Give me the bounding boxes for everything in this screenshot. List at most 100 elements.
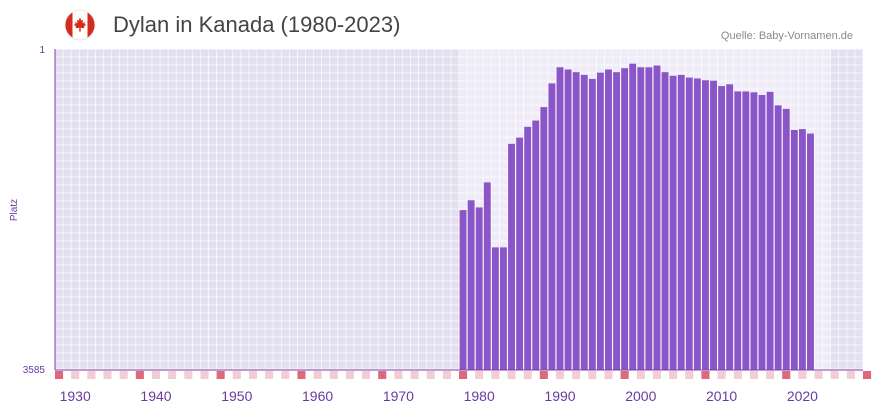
marker-minor-2014 [749, 371, 758, 379]
marker-major-1958 [297, 371, 306, 379]
x-tick-label-1950: 1950 [221, 388, 252, 404]
marker-minor-2026 [846, 371, 855, 379]
marker-minor-2016 [766, 371, 775, 379]
marker-minor-2024 [830, 371, 839, 379]
bar-2016 [766, 91, 774, 371]
marker-minor-1950 [232, 371, 241, 379]
marker-minor-1990 [555, 371, 565, 379]
x-tick-label-1930: 1930 [60, 388, 91, 404]
bar-2021 [807, 133, 814, 370]
x-tick-label-2010: 2010 [706, 388, 737, 404]
marker-minor-1996 [604, 371, 613, 379]
bar-2018 [782, 108, 790, 370]
bar-1990 [556, 67, 564, 370]
marker-major-2018 [782, 371, 791, 379]
marker-minor-1952 [248, 371, 257, 379]
bar-1992 [572, 72, 580, 370]
bar-2014 [750, 92, 758, 370]
bar-1986 [524, 126, 532, 370]
y-tick-label-top: 1 [39, 45, 45, 56]
bar-2009 [710, 80, 717, 370]
marker-minor-1934 [103, 371, 112, 379]
page-title: Dylan in Kanada (1980-2023) [113, 12, 401, 37]
marker-minor-1940 [151, 371, 161, 379]
x-tick-label-1990: 1990 [544, 388, 575, 404]
marker-minor-1986 [523, 371, 532, 379]
marker-minor-1994 [588, 371, 597, 379]
marker-major-1988 [539, 371, 548, 379]
bar-1997 [613, 72, 620, 370]
bar-1980 [475, 207, 483, 370]
marker-major-1938 [135, 371, 144, 379]
marker-minor-1976 [442, 371, 451, 379]
x-tick-label-1980: 1980 [464, 388, 495, 404]
bar-series [459, 63, 814, 371]
bar-1985 [516, 137, 524, 370]
marker-minor-1932 [87, 371, 96, 379]
grid-lines [54, 48, 864, 370]
marker-minor-1944 [184, 371, 193, 379]
marker-minor-2000 [636, 371, 645, 379]
marker-minor-1966 [362, 371, 371, 379]
decade-markers [55, 371, 872, 379]
x-tick-label-1960: 1960 [302, 388, 333, 404]
axes [54, 49, 863, 371]
marker-major-1968 [378, 371, 387, 379]
marker-minor-1972 [410, 371, 419, 379]
bar-1995 [596, 72, 604, 371]
bar-1996 [605, 69, 612, 371]
x-tick-labels: 1930 1940 1950 1960 1970 1980 1990 2000 2010 2020 [60, 388, 819, 404]
marker-minor-2020 [798, 371, 807, 379]
bar-2012 [734, 91, 742, 371]
bar-2003 [661, 72, 669, 370]
bar-2006 [685, 77, 693, 370]
marker-major-1948 [216, 371, 225, 379]
marker-minor-1962 [329, 371, 338, 379]
bar-2017 [774, 105, 782, 371]
bar-1993 [580, 74, 588, 370]
bar-1989 [548, 83, 556, 371]
marker-minor-1984 [507, 371, 516, 379]
bar-2000 [637, 67, 645, 370]
bar-1987 [532, 120, 540, 370]
x-tick-label-2020: 2020 [787, 388, 818, 404]
bar-1991 [564, 69, 572, 371]
source-label: Quelle: Baby-Vornamen.de [720, 30, 853, 42]
bar-1978 [459, 210, 467, 370]
marker-major-1978 [459, 371, 468, 379]
marker-minor-1982 [491, 371, 500, 379]
marker-minor-1960 [313, 371, 322, 379]
marker-minor-1946 [200, 371, 209, 379]
bar-1981 [483, 182, 491, 370]
marker-minor-2004 [669, 371, 678, 379]
bar-1982 [491, 247, 499, 370]
bar-2002 [653, 65, 661, 370]
marker-minor-1964 [345, 371, 354, 379]
bar-2020 [798, 129, 806, 370]
marker-minor-1930 [71, 371, 80, 379]
bar-2015 [758, 95, 766, 371]
marker-minor-1980 [475, 371, 484, 379]
marker-minor-2022 [814, 371, 823, 379]
bar-1984 [508, 143, 515, 370]
bar-2010 [718, 86, 726, 370]
marker-minor-1954 [265, 371, 274, 379]
marker-minor-1942 [168, 371, 177, 379]
bar-2008 [702, 80, 709, 371]
marker-minor-1970 [394, 371, 403, 379]
y-axis-label: Platz [9, 199, 20, 221]
marker-minor-2002 [652, 371, 661, 379]
x-tick-label-2000: 2000 [625, 388, 656, 404]
bar-2011 [726, 84, 734, 370]
marker-major-1998 [620, 371, 629, 379]
bar-1999 [629, 63, 637, 370]
marker-minor-2006 [685, 371, 694, 379]
x-tick-label-1970: 1970 [383, 388, 414, 404]
marker-minor-2010 [717, 371, 726, 379]
bar-2001 [645, 67, 653, 370]
bar-1983 [500, 247, 507, 370]
marker-minor-2012 [733, 371, 742, 379]
x-tick-label-1940: 1940 [140, 388, 171, 404]
bar-1994 [588, 78, 596, 371]
